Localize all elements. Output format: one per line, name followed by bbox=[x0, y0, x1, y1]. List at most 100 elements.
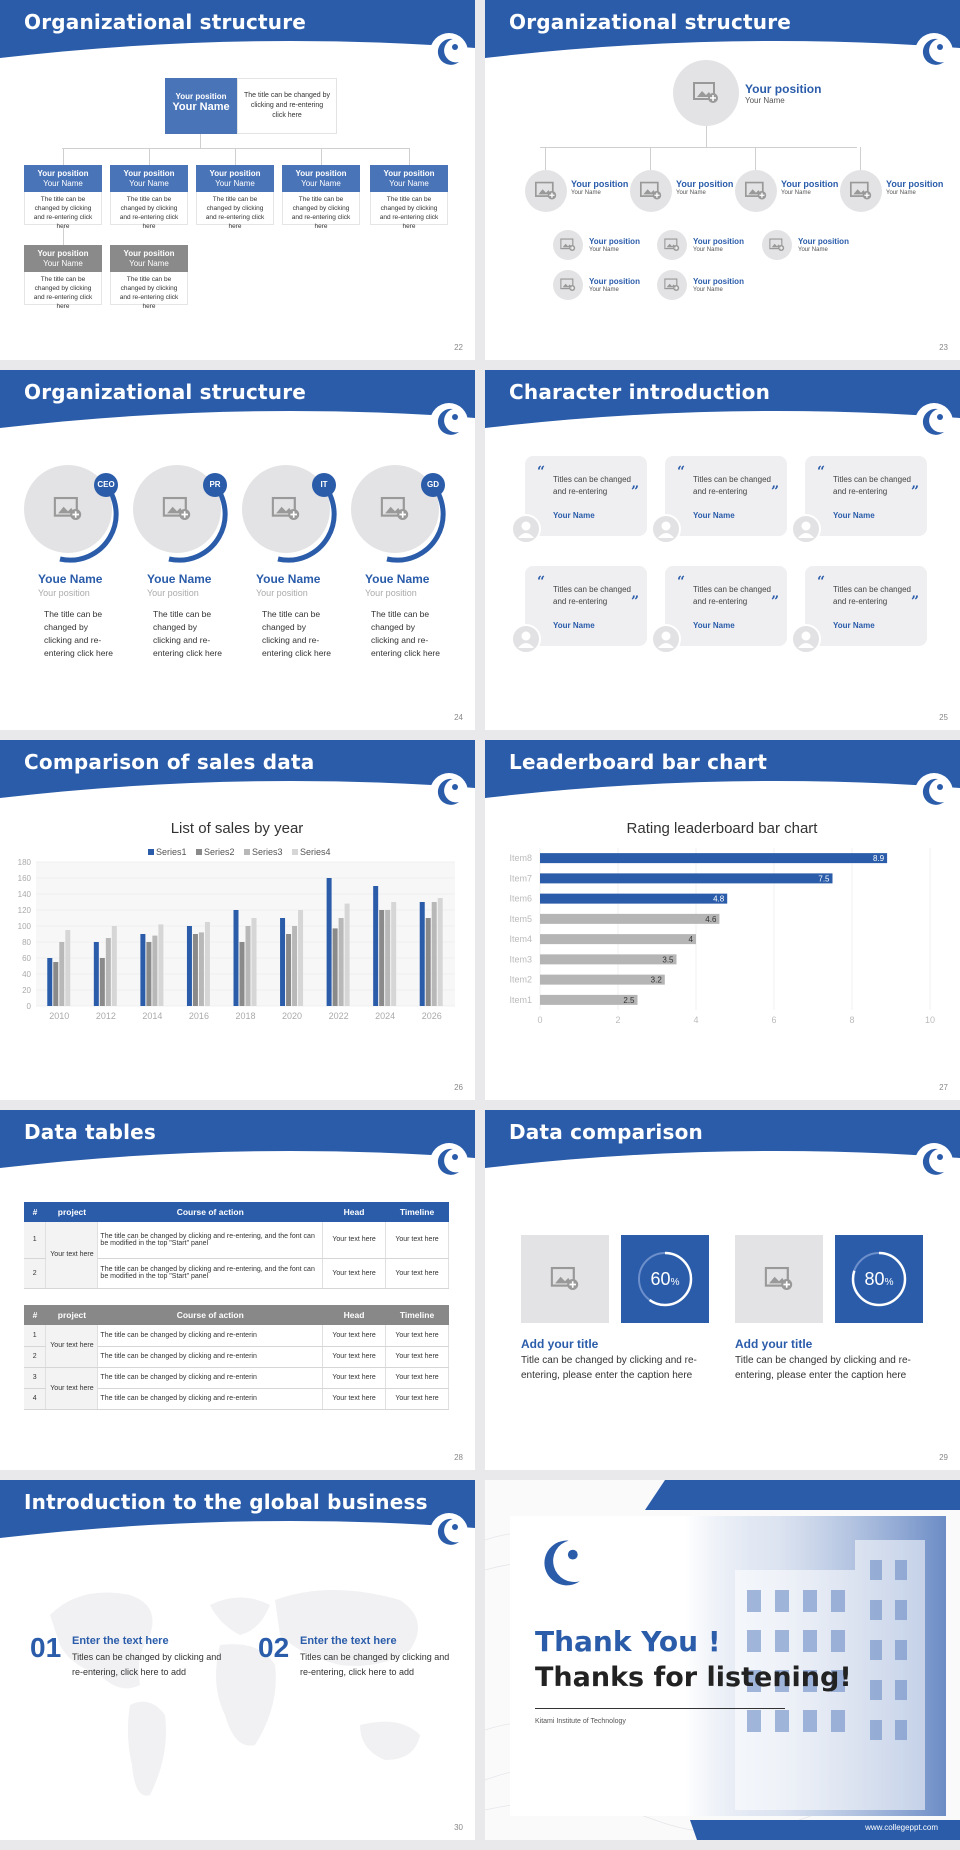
header-band bbox=[0, 1110, 475, 1168]
person-photo[interactable] bbox=[525, 170, 567, 212]
character-card[interactable]: “ ” Titles can be changed and re-entering Y… bbox=[665, 456, 787, 536]
bar bbox=[59, 942, 65, 1006]
x-tick-label: 0 bbox=[537, 1015, 542, 1025]
header-band bbox=[0, 1480, 475, 1538]
person-photo[interactable] bbox=[762, 230, 792, 260]
header-band bbox=[0, 0, 475, 58]
person-photo[interactable] bbox=[657, 270, 687, 300]
person-name: Your Name bbox=[781, 190, 811, 196]
character-card[interactable]: “ ” Titles can be changed and re-entering Y… bbox=[525, 566, 647, 646]
org-box[interactable]: Your position Your Name bbox=[110, 245, 188, 272]
bar bbox=[192, 934, 198, 1006]
person-name: Your Name bbox=[589, 287, 619, 293]
bar bbox=[239, 942, 245, 1006]
character-card[interactable]: “ ” Titles can be changed and re-entering Y… bbox=[805, 456, 927, 536]
person-photo[interactable] bbox=[553, 230, 583, 260]
y-tick-label: 140 bbox=[18, 890, 32, 899]
org-top-name: Your Name bbox=[745, 96, 785, 105]
person-photo[interactable] bbox=[735, 170, 777, 212]
row-number: 4 bbox=[24, 1388, 47, 1410]
bar bbox=[431, 902, 437, 1006]
person-position: Your position bbox=[798, 237, 849, 246]
crescent-logo-icon bbox=[430, 33, 468, 71]
org-box-desc: The title can be changed by clicking and… bbox=[24, 272, 102, 310]
slide-title: Data comparison bbox=[509, 1120, 703, 1144]
table-row[interactable]: 1 Your text here The title can be change… bbox=[24, 1222, 449, 1289]
bar bbox=[146, 942, 152, 1006]
card-name: Your Name bbox=[833, 511, 875, 520]
website-url[interactable]: www.collegeppt.com bbox=[865, 1823, 938, 1832]
card-name: Your Name bbox=[693, 621, 735, 630]
slide-org-structure-3[interactable]: Organizational structure CEO Youe Name You… bbox=[0, 370, 475, 730]
bar bbox=[540, 893, 728, 904]
slide-leaderboard[interactable]: Leaderboard bar chart Rating leaderboard… bbox=[485, 740, 960, 1100]
person-position: Your position bbox=[676, 179, 734, 189]
row-number: 2 bbox=[24, 1346, 47, 1368]
slide-character-intro[interactable]: Character introduction “” Titles can be c… bbox=[485, 370, 960, 730]
person-photo[interactable] bbox=[553, 270, 583, 300]
y-tick-label: Item7 bbox=[509, 873, 532, 883]
person-position: Your position bbox=[571, 179, 629, 189]
thank-you-title: Thank You ! bbox=[535, 1625, 721, 1658]
character-card[interactable]: “ ” Titles can be changed and re-entering Y… bbox=[805, 566, 927, 646]
col-header: Timeline bbox=[399, 1207, 435, 1217]
x-tick-label: 2012 bbox=[96, 1011, 116, 1021]
crescent-logo-icon bbox=[915, 773, 953, 811]
close-quote-icon: ” bbox=[631, 484, 640, 500]
slide-title: Organizational structure bbox=[24, 10, 307, 34]
header-band bbox=[485, 0, 960, 58]
org-box[interactable]: Your position Your Name bbox=[24, 165, 102, 192]
slide-global-business[interactable]: Introduction to the global business 01 En… bbox=[0, 1480, 475, 1840]
table-row[interactable]: 3 Your text here The title can be change… bbox=[24, 1367, 449, 1410]
col-header: Course of action bbox=[176, 1207, 244, 1217]
person-photo[interactable] bbox=[657, 230, 687, 260]
person-ring bbox=[386, 481, 446, 563]
org-box[interactable]: Your position Your Name bbox=[110, 165, 188, 192]
table-row[interactable]: 2 The title can be changed by clicking a… bbox=[24, 1258, 449, 1289]
slide-title: Data tables bbox=[24, 1120, 157, 1144]
data-table-2: # project Course of action Head Timeline… bbox=[24, 1305, 449, 1410]
org-box-position: Your position bbox=[295, 169, 347, 178]
table-row[interactable]: 2 The title can be changed by clicking a… bbox=[24, 1346, 449, 1368]
slide-sales-comparison[interactable]: Comparison of sales data List of sales b… bbox=[0, 740, 475, 1100]
legend-swatch bbox=[292, 849, 298, 855]
avatar bbox=[651, 514, 681, 544]
org-box[interactable]: Your position Your Name bbox=[282, 165, 360, 192]
org-box[interactable]: Your position Your Name bbox=[370, 165, 448, 192]
head-cell: Your text here bbox=[322, 1222, 387, 1259]
table-row[interactable]: 4 The title can be changed by clicking a… bbox=[24, 1388, 449, 1410]
slide-thank-you[interactable]: Thank You ! Thanks for listening! Kitami… bbox=[485, 1480, 960, 1840]
connector bbox=[149, 148, 150, 165]
header-band bbox=[485, 370, 960, 428]
character-card[interactable]: “ ” Titles can be changed and re-entering Y… bbox=[525, 456, 647, 536]
point-text: Titles can be changed by clicking and re… bbox=[72, 1652, 222, 1677]
progress-ring bbox=[637, 1251, 693, 1307]
slide-data-comparison[interactable]: Data comparison 60% Add your title Title c… bbox=[485, 1110, 960, 1470]
slide-org-structure-2[interactable]: Organizational structure Your position Y… bbox=[485, 0, 960, 360]
slide-title: Introduction to the global business bbox=[24, 1490, 428, 1514]
slide-data-tables[interactable]: Data tables # project Course of action H… bbox=[0, 1110, 475, 1470]
person-photo[interactable] bbox=[840, 170, 882, 212]
org-top-box[interactable]: Your position Your Name bbox=[165, 78, 237, 134]
person-photo[interactable] bbox=[630, 170, 672, 212]
table-row[interactable]: 1 Your text here The title can be change… bbox=[24, 1325, 449, 1368]
org-top-photo[interactable] bbox=[673, 60, 739, 126]
bar bbox=[204, 922, 210, 1006]
legend-label: Series4 bbox=[300, 847, 331, 857]
timeline-cell: Your text here bbox=[385, 1258, 449, 1289]
head-cell: Your text here bbox=[322, 1346, 387, 1368]
character-card[interactable]: “ ” Titles can be changed and re-entering Y… bbox=[665, 566, 787, 646]
data-label: 4.8 bbox=[713, 895, 725, 904]
head-cell: Your text here bbox=[322, 1325, 387, 1347]
header-band bbox=[0, 370, 475, 428]
slide-org-structure-1[interactable]: Organizational structure Your position Yo… bbox=[0, 0, 475, 360]
bar bbox=[233, 910, 239, 1006]
org-box[interactable]: Your position Your Name bbox=[196, 165, 274, 192]
connector bbox=[235, 148, 236, 165]
card-text: Titles can be changed and re-entering bbox=[693, 585, 771, 606]
crescent-logo-icon bbox=[915, 403, 953, 441]
org-box[interactable]: Your position Your Name bbox=[24, 245, 102, 272]
col-header: Head bbox=[343, 1207, 365, 1217]
bar bbox=[111, 926, 117, 1006]
card-name: Your Name bbox=[833, 621, 875, 630]
